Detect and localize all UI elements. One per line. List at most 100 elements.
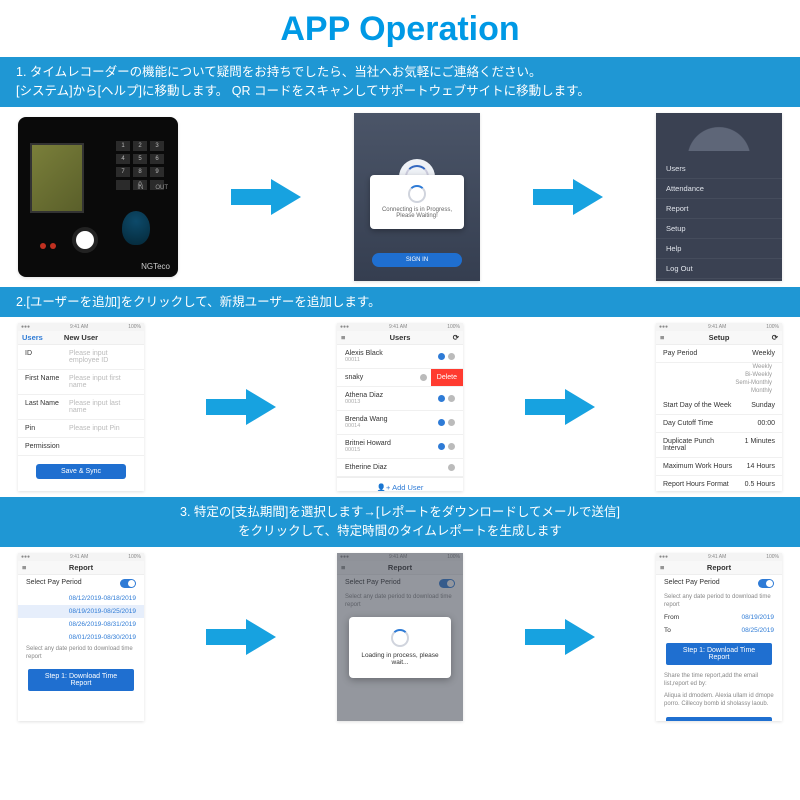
sync-icon[interactable]: ⟳ [453,333,459,342]
id-input[interactable]: Please input employee ID [69,350,137,364]
step1-banner-line2: [システム]から[ヘルプ]に移動します。 QR コードをスキャンしてサポートウェ… [16,82,784,101]
menu-icon[interactable]: ≡ [660,333,664,342]
menu-icon[interactable]: ≡ [660,563,664,572]
device-screen [30,143,84,213]
menu-icon[interactable]: ≡ [22,563,26,572]
step2-banner-text: 2.[ユーザーを追加]をクリックして、新規ユーザーを追加します。 [16,293,784,312]
download-report-button[interactable]: Step 1: Download Time Report [28,669,134,691]
menu-item-help[interactable]: Help [656,239,782,259]
device-camera [72,227,98,253]
step2-banner: 2.[ユーザーを追加]をクリックして、新規ユーザーを追加します。 [0,287,800,318]
setup-value[interactable]: 00:00 [733,420,775,427]
menu-item-report[interactable]: Report [656,199,782,219]
status-bar: ●●●9:41 AM100% [656,553,782,561]
user-row[interactable]: snakyDelete [337,369,463,387]
spinner-icon [408,185,426,203]
menu-item-users[interactable]: Users [656,159,782,179]
note-text: Select any date period to download time … [18,644,144,664]
delete-button[interactable]: Delete [431,369,463,386]
arrow-icon [206,387,276,427]
date-range[interactable]: 08/19/2019-08/25/2019 [18,605,144,618]
setup-value[interactable]: 1 Minutes [733,438,775,452]
field-label: Last Name [25,400,69,414]
to-label: To [664,627,671,634]
menu-item-logout[interactable]: Log Out [656,259,782,279]
device-keypad: 1234567890 [116,141,164,190]
step1-banner: 1. タイムレコーダーの機能について疑問をお持ちでしたら、当社へお気軽にご連絡く… [0,57,800,107]
signin-button[interactable]: SIGN IN [372,253,462,267]
new-user-topbar: Users New User [18,331,144,345]
new-user-form: IDPlease input employee ID First NamePle… [18,345,144,456]
firstname-input[interactable]: Please input first name [69,375,137,389]
step3-banner-line2: をクリックして、特定時間のタイムレポートを生成します [16,522,784,541]
screen-title: Users [390,333,411,342]
fingerprint-sensor [122,211,150,245]
option[interactable]: Monthly [656,387,782,397]
option[interactable]: Weekly [656,363,782,371]
step3-banner: 3. 特定の[支払期間]を選択します→[レポートをダウンロードしてメールで送信]… [0,497,800,547]
setup-label: Maximum Work Hours [663,463,733,470]
user-row[interactable]: Alexis Black00011 [337,345,463,369]
lastname-input[interactable]: Please input last name [69,400,137,414]
arrow-icon [533,177,603,217]
share-lorem: Aliqua id dmodem. Alexia ullam id dmope … [656,691,782,711]
option[interactable]: Semi-Monthly [656,379,782,387]
step3-banner-line1: 3. 特定の[支払期間]を選択します→[レポートをダウンロードしてメールで送信] [16,503,784,522]
pay-period-toggle[interactable] [758,579,774,588]
share-note: Share the time report,add the email list… [656,671,782,691]
pay-period-select[interactable]: Weekly [707,350,775,357]
menu-item-attendance[interactable]: Attendance [656,179,782,199]
setup-topbar: ≡ Setup ⟳ [656,331,782,345]
spinner-icon [391,629,409,647]
device-led [50,243,56,249]
user-row[interactable]: Etherine Diaz [337,459,463,477]
status-bar: ●●●9:41 AM100% [18,553,144,561]
add-user-button[interactable]: 👤+ Add User [337,477,463,491]
menu-header-arc [656,113,782,151]
device-io-labels: INOUT [137,185,168,191]
main-menu: Users Attendance Report Setup Help Log O… [656,159,782,279]
report-loading-screen: ●●●9:41 AM100% ≡ Report Select Pay Perio… [337,553,463,721]
users-topbar: ≡ Users ⟳ [337,331,463,345]
date-range[interactable]: 08/26/2019-08/31/2019 [18,618,144,631]
step3-row: ●●●9:41 AM100% ≡ Report Select Pay Perio… [0,547,800,727]
date-range[interactable]: 08/12/2019-08/18/2019 [18,592,144,605]
from-date[interactable]: 08/19/2019 [741,614,774,621]
select-pay-period-label: Select Pay Period [664,579,720,588]
field-label: First Name [25,375,69,389]
date-range[interactable]: 08/01/2019-08/30/2019 [18,631,144,644]
pay-period-toggle[interactable] [120,579,136,588]
user-row[interactable]: Brenda Wang00014 [337,411,463,435]
arrow-icon [525,387,595,427]
report-topbar: ≡ Report [656,561,782,575]
setup-screen: ●●●9:41 AM100% ≡ Setup ⟳ Pay PeriodWeekl… [656,323,782,491]
device-brand: NGTeco [141,262,170,271]
field-label: Permission [25,443,69,450]
download-report-button[interactable]: Step 1: Download Time Report [666,643,772,665]
menu-icon[interactable]: ≡ [341,333,345,342]
setup-value[interactable]: 0.5 Hours [733,481,775,488]
permission-input[interactable] [69,443,137,450]
sync-icon[interactable]: ⟳ [772,333,778,342]
field-label: Pin [25,425,69,432]
page-title: APP Operation [0,0,800,57]
select-pay-period-label: Select Pay Period [26,579,82,588]
menu-item-setup[interactable]: Setup [656,219,782,239]
save-sync-button[interactable]: Save & Sync [36,464,126,479]
to-date[interactable]: 08/25/2019 [741,627,774,634]
user-row[interactable]: Britnei Howard00015 [337,435,463,459]
back-button[interactable]: Users [22,333,43,342]
setup-value[interactable]: Sunday [733,402,775,409]
time-recorder-device: 1234567890 INOUT NGTeco [18,117,178,277]
setup-label: Start Day of the Week [663,402,733,409]
setup-label: Report Hours Format [663,481,733,488]
option[interactable]: Bi-Weekly [656,371,782,379]
pin-input[interactable]: Please input Pin [69,425,137,432]
email-report-button[interactable]: Step 2: Email the Report [666,717,772,721]
setup-value[interactable]: 14 Hours [733,463,775,470]
user-row[interactable]: Athena Diaz00013 [337,387,463,411]
app-connecting-screen: NGTeco Time Connecting is in Progress, P… [354,113,480,281]
note-text: Select any date period to download time … [656,592,782,612]
device-led [40,243,46,249]
report-email-screen: ●●●9:41 AM100% ≡ Report Select Pay Perio… [656,553,782,721]
